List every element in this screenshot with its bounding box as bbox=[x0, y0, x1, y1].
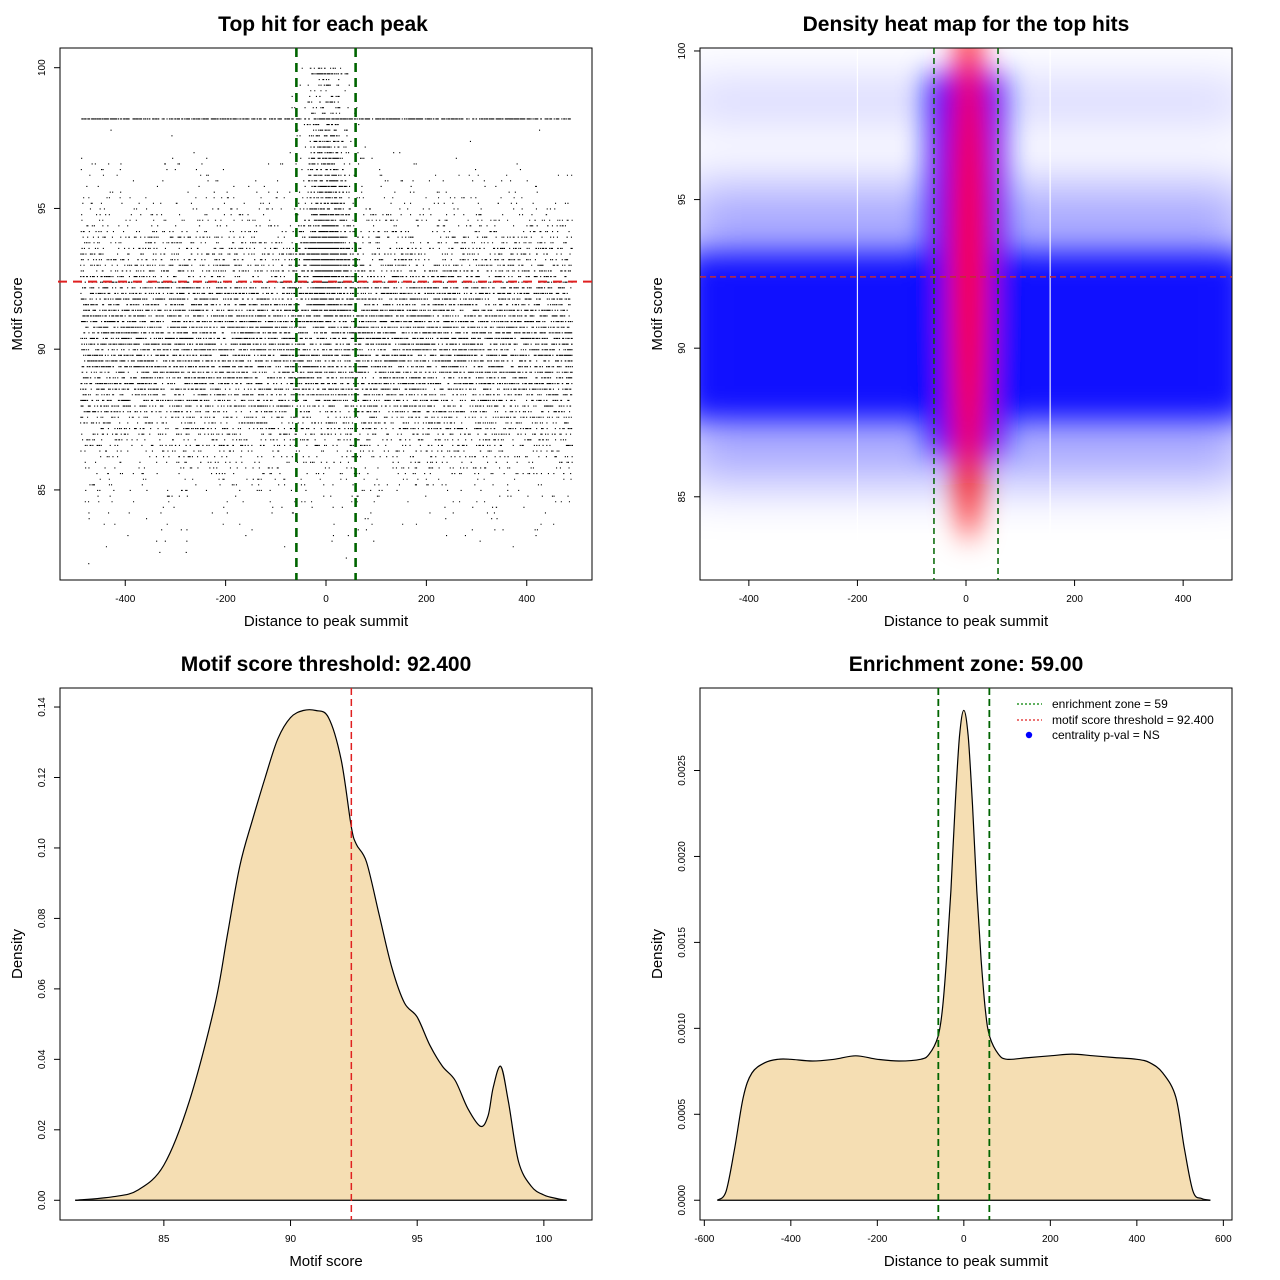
scatter-xtick-label: -400 bbox=[115, 594, 135, 605]
score-density-curve bbox=[75, 709, 567, 1201]
scatter-plot-frame bbox=[59, 47, 593, 581]
score-density-ytick-label: 0.04 bbox=[37, 1049, 48, 1069]
score-density-ytick-label: 0.06 bbox=[37, 979, 48, 999]
distance-density-ytick-label: 0.0025 bbox=[677, 755, 688, 786]
heatmap-xtick-label: 200 bbox=[1066, 594, 1083, 605]
distance-density-title: Enrichment zone: 59.00 bbox=[849, 653, 1084, 676]
distance-density-xtick-label: 200 bbox=[1042, 1234, 1059, 1245]
heatmap-ytick-label: 95 bbox=[677, 194, 688, 206]
score-density-ytick-label: 0.10 bbox=[37, 838, 48, 858]
legend: enrichment zone = 59 motif score thresho… bbox=[1017, 697, 1214, 742]
score-density-ytick-label: 0.02 bbox=[37, 1120, 48, 1140]
scatter-ylabel: Motif score bbox=[9, 277, 26, 350]
heatmap-ytick-label: 85 bbox=[677, 491, 688, 503]
score-density-ytick-label: 0.14 bbox=[37, 697, 48, 717]
scatter-xtick-label: 200 bbox=[418, 594, 435, 605]
distance-density-xtick-label: 400 bbox=[1129, 1234, 1146, 1245]
heatmap-ylabel: Motif score bbox=[649, 277, 666, 350]
distance-density-xtick-label: -400 bbox=[781, 1234, 801, 1245]
distance-density-ytick-label: 0.0000 bbox=[677, 1185, 688, 1216]
heatmap-xtick-label: -200 bbox=[847, 594, 867, 605]
score-density-ylabel: Density bbox=[9, 928, 26, 979]
heatmap-density-layer bbox=[700, 48, 1232, 580]
distance-density-plot-frame bbox=[699, 687, 1233, 1221]
scatter-points bbox=[80, 67, 573, 565]
score-density-xtick-label: 100 bbox=[536, 1234, 553, 1245]
score-density-xlabel: Motif score bbox=[289, 1253, 362, 1270]
heatmap-panel: Density heat map for the top hits Distan… bbox=[649, 13, 1233, 630]
heatmap-title: Density heat map for the top hits bbox=[803, 13, 1130, 36]
heatmap-core bbox=[700, 48, 1232, 542]
distance-density-panel: Enrichment zone: 59.00 Distance to peak … bbox=[649, 653, 1233, 1270]
distance-density-xlabel: Distance to peak summit bbox=[884, 1253, 1049, 1270]
heatmap-ytick-label: 90 bbox=[677, 342, 688, 354]
heatmap-ytick-label: 100 bbox=[677, 42, 688, 59]
legend-label-centrality: centrality p-val = NS bbox=[1052, 728, 1160, 742]
distance-density-area-fill bbox=[717, 710, 1211, 1201]
distance-density-ytick-label: 0.0020 bbox=[677, 841, 688, 872]
distance-density-xtick-label: 600 bbox=[1215, 1234, 1232, 1245]
score-density-panel: Motif score threshold: 92.400 Motif scor… bbox=[9, 653, 593, 1270]
scatter-title: Top hit for each peak bbox=[218, 13, 428, 36]
scatter-point-cloud bbox=[80, 67, 573, 565]
distance-density-xtick-label: -600 bbox=[694, 1234, 714, 1245]
distance-density-ytick-label: 0.0010 bbox=[677, 1013, 688, 1044]
heatmap-xlabel: Distance to peak summit bbox=[884, 613, 1049, 630]
score-density-ytick-label: 0.00 bbox=[37, 1190, 48, 1210]
legend-label-enrichment-zone: enrichment zone = 59 bbox=[1052, 697, 1168, 711]
score-density-title: Motif score threshold: 92.400 bbox=[181, 653, 472, 676]
distance-density-xtick-label: -200 bbox=[867, 1234, 887, 1245]
score-density-xtick-label: 90 bbox=[285, 1234, 297, 1245]
legend-key-centrality bbox=[1025, 731, 1033, 739]
heatmap-xtick-label: 400 bbox=[1175, 594, 1192, 605]
scatter-xlabel: Distance to peak summit bbox=[244, 613, 409, 630]
heatmap-xtick-label: -400 bbox=[739, 594, 759, 605]
distance-density-ytick-label: 0.0015 bbox=[677, 927, 688, 958]
scatter-ytick-label: 100 bbox=[37, 59, 48, 76]
distance-density-ylabel: Density bbox=[649, 928, 666, 979]
score-density-plot-frame bbox=[59, 687, 593, 1221]
distance-density-ytick-label: 0.0005 bbox=[677, 1099, 688, 1130]
heatmap-central-hotspot bbox=[949, 48, 988, 542]
legend-label-motif-threshold: motif score threshold = 92.400 bbox=[1052, 713, 1214, 727]
score-density-area-fill bbox=[75, 709, 567, 1201]
distance-density-curve bbox=[716, 709, 1211, 1201]
score-density-xtick-label: 95 bbox=[412, 1234, 424, 1245]
heatmap-xtick-label: 0 bbox=[963, 594, 969, 605]
scatter-xtick-label: -200 bbox=[216, 594, 236, 605]
score-density-ytick-label: 0.12 bbox=[37, 767, 48, 787]
scatter-ytick-label: 85 bbox=[37, 484, 48, 496]
distance-density-xtick-label: 0 bbox=[961, 1234, 967, 1245]
scatter-xtick-label: 0 bbox=[323, 594, 329, 605]
scatter-panel: Top hit for each peak Distance to peak s… bbox=[9, 13, 594, 630]
scatter-ytick-label: 90 bbox=[37, 343, 48, 355]
scatter-ytick-label: 95 bbox=[37, 202, 48, 214]
score-density-ytick-label: 0.08 bbox=[37, 908, 48, 928]
heatmap-top-hotspot bbox=[956, 83, 981, 120]
score-density-xtick-label: 85 bbox=[158, 1234, 170, 1245]
scatter-xtick-label: 400 bbox=[518, 594, 535, 605]
